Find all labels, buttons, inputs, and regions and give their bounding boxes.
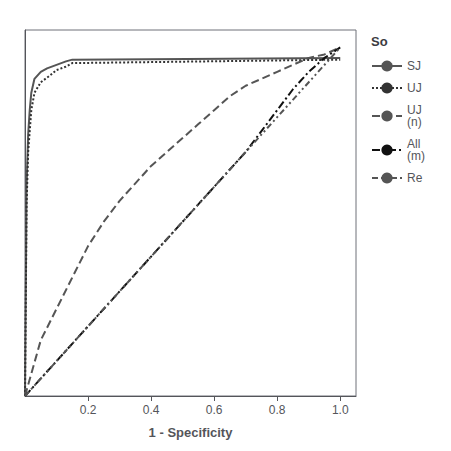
svg-text:Re: Re xyxy=(407,171,423,185)
svg-text:0.8: 0.8 xyxy=(269,403,286,417)
svg-text:(n): (n) xyxy=(407,115,422,129)
svg-text:So: So xyxy=(371,34,388,49)
svg-text:SJ: SJ xyxy=(407,59,421,73)
svg-text:UJ: UJ xyxy=(407,103,422,117)
svg-text:All: All xyxy=(407,137,421,151)
svg-text:0.2: 0.2 xyxy=(80,403,97,417)
svg-text:0.6: 0.6 xyxy=(206,403,223,417)
svg-text:0.4: 0.4 xyxy=(143,403,160,417)
svg-text:(m): (m) xyxy=(407,149,425,163)
svg-text:1 - Specificity: 1 - Specificity xyxy=(149,425,234,440)
svg-text:1.0: 1.0 xyxy=(332,403,349,417)
svg-text:UJ: UJ xyxy=(407,81,422,95)
